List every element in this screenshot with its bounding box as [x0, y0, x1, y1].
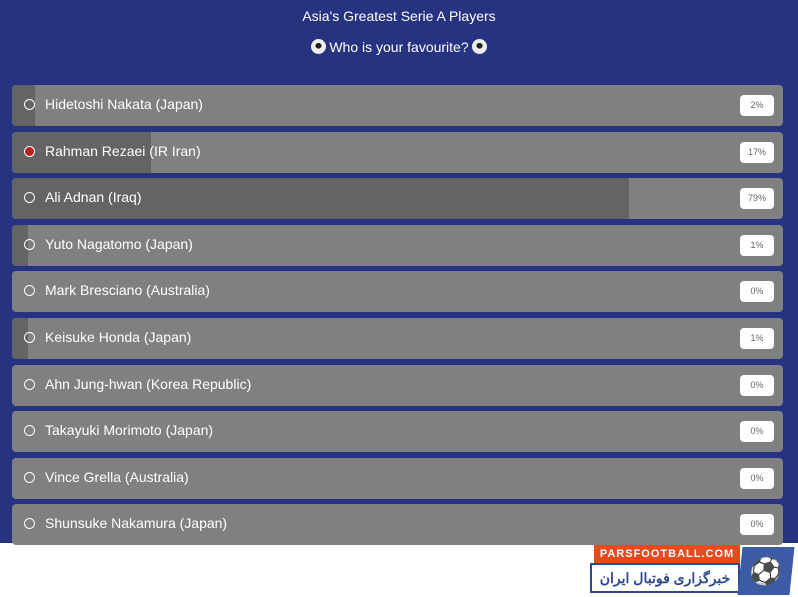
radio-button[interactable]: [24, 518, 35, 530]
poll-subtitle-text: Who is your favourite?: [329, 39, 469, 55]
option-label: Takayuki Morimoto (Japan): [45, 422, 214, 439]
poll-option[interactable]: Hidetoshi Nakata (Japan) 2%: [12, 85, 783, 126]
result-bar-fill: [12, 85, 36, 126]
percent-badge: 0%: [740, 514, 774, 536]
poll-option[interactable]: Mark Bresciano (Australia) 0%: [12, 271, 783, 313]
poll-option[interactable]: Yuto Nagatomo (Japan) 1%: [12, 224, 783, 266]
percent-badge: 0%: [740, 421, 774, 443]
option-label: Rahman Rezaei (IR Iran): [45, 142, 201, 159]
soccer-ball-icon: [311, 39, 327, 54]
radio-button[interactable]: [24, 471, 35, 483]
footballer-icon: ⚽: [737, 547, 795, 595]
poll-option[interactable]: Ali Adnan (Iraq) 79%: [12, 178, 783, 220]
poll-title: Asia's Greatest Serie A Players: [302, 8, 496, 24]
radio-button[interactable]: [24, 425, 35, 437]
radio-button[interactable]: [24, 99, 35, 110]
poll-option[interactable]: Takayuki Morimoto (Japan) 0%: [12, 411, 783, 453]
option-label: Hidetoshi Nakata (Japan): [45, 96, 203, 112]
poll-panel: Asia's Greatest Serie A Players Who is y…: [0, 0, 798, 546]
option-label: Keisuke Honda (Japan): [45, 329, 192, 345]
percent-badge: 0%: [740, 374, 774, 396]
result-bar-fill: [12, 131, 152, 173]
poll-option[interactable]: Shunsuke Nakamura (Japan) 0%: [12, 504, 783, 546]
radio-button[interactable]: [24, 145, 35, 157]
poll-option[interactable]: Keisuke Honda (Japan) 1%: [12, 318, 783, 359]
option-label: Shunsuke Nakamura (Japan): [45, 515, 228, 532]
radio-button[interactable]: [24, 238, 35, 250]
option-label: Ahn Jung-hwan (Korea Republic): [45, 375, 252, 392]
radio-button[interactable]: [24, 332, 35, 343]
percent-badge: 2%: [740, 95, 774, 116]
percent-badge: 1%: [740, 234, 774, 256]
poll-option[interactable]: Ahn Jung-hwan (Korea Republic) 0%: [12, 364, 783, 406]
logo-site: PARSFOOTBALL.COM: [594, 545, 740, 563]
percent-badge: 1%: [740, 328, 774, 349]
radio-button[interactable]: [24, 378, 35, 390]
option-label: Ali Adnan (Iraq): [45, 189, 142, 206]
result-bar-fill: [12, 178, 630, 220]
percent-badge: 0%: [740, 281, 774, 303]
percent-badge: 79%: [740, 188, 774, 210]
soccer-ball-icon: [471, 39, 487, 54]
parsfootball-logo: PARSFOOTBALL.COM خبرگزاری فوتبال ایران ⚽: [590, 545, 798, 597]
result-bar-fill: [12, 318, 28, 359]
radio-button[interactable]: [24, 285, 35, 297]
option-label: Vince Grella (Australia): [45, 468, 189, 485]
option-label: Yuto Nagatomo (Japan): [45, 235, 193, 252]
option-label: Mark Bresciano (Australia): [45, 282, 210, 299]
poll-option[interactable]: Vince Grella (Australia) 0%: [12, 457, 783, 499]
logo-tagline: خبرگزاری فوتبال ایران: [590, 563, 740, 593]
poll-subtitle: Who is your favourite?: [0, 39, 798, 55]
result-bar-fill: [12, 224, 28, 266]
percent-badge: 17%: [740, 141, 774, 163]
radio-button[interactable]: [24, 192, 35, 204]
percent-badge: 0%: [740, 467, 774, 489]
poll-option[interactable]: Rahman Rezaei (IR Iran) 17%: [12, 131, 783, 173]
